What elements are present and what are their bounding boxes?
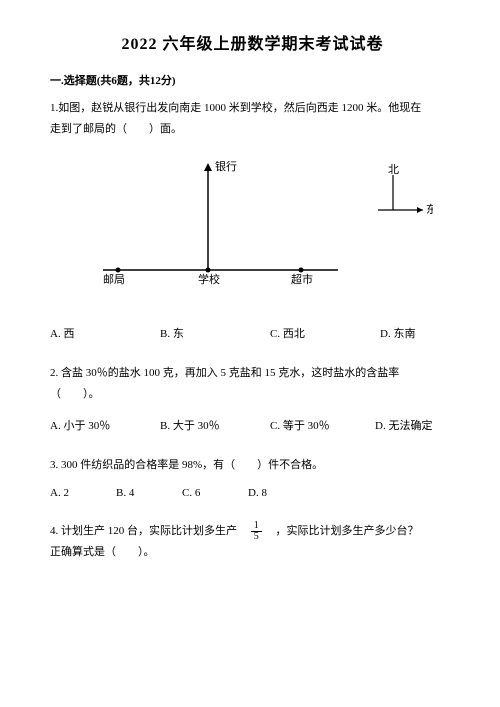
q2-line2: （ ）。: [50, 384, 455, 405]
q1-options: A. 西 B. 东 C. 西北 D. 东南: [50, 325, 455, 341]
exam-title: 2022 六年级上册数学期末考试试卷: [50, 30, 455, 54]
q1-opt-c: C. 西北: [270, 325, 380, 341]
q4-fraction: 1 5: [251, 521, 262, 542]
q3-opt-d: D. 8: [248, 487, 314, 499]
question-4: 4. 计划生产 120 台，实际比计划多生产 1 5 ，实际比计划多生产多少台？…: [50, 521, 455, 563]
question-3: 3. 300 件纺织品的合格率是 98%，有（ ）件不合格。: [50, 455, 455, 476]
q1-line1: 1.如图，赵锐从银行出发向南走 1000 米到学校，然后向西走 1200 米。他…: [50, 98, 455, 119]
q1-opt-b: B. 东: [160, 325, 270, 341]
q1-diagram: 银行 邮局 学校 超市 北 东: [73, 155, 433, 305]
q4-part1: 4. 计划生产 120 台，实际比计划多生产: [50, 525, 248, 537]
q4-part2: ，实际比计划多生产多少台？: [265, 525, 419, 537]
q3-opt-c: C. 6: [182, 487, 248, 499]
q3-opt-b: B. 4: [116, 487, 182, 499]
label-school: 学校: [198, 272, 220, 286]
frac-den: 5: [251, 532, 262, 542]
q1-opt-d: D. 东南: [380, 325, 455, 341]
label-post: 邮局: [103, 273, 125, 286]
compass-north: 北: [388, 163, 399, 176]
q4-line2: 正确算式是（ ）。: [50, 542, 455, 563]
q2-opt-d: D. 无法确定: [375, 417, 455, 433]
section-heading: 一.选择题(共6题，共12分): [50, 72, 455, 88]
q2-opt-b: B. 大于 30％: [160, 417, 270, 433]
q2-opt-a: A. 小于 30％: [50, 417, 160, 433]
label-market: 超市: [291, 272, 313, 286]
q2-opt-c: C. 等于 30％: [270, 417, 375, 433]
q1-opt-a: A. 西: [50, 325, 160, 341]
label-bank: 银行: [215, 159, 237, 173]
compass-east: 东: [426, 203, 433, 216]
q3-options: A. 2 B. 4 C. 6 D. 8: [50, 487, 455, 499]
q2-line1: 2. 含盐 30％的盐水 100 克，再加入 5 克盐和 15 克水，这时盐水的…: [50, 363, 455, 384]
q2-options: A. 小于 30％ B. 大于 30％ C. 等于 30％ D. 无法确定: [50, 417, 455, 433]
question-2: 2. 含盐 30％的盐水 100 克，再加入 5 克盐和 15 克水，这时盐水的…: [50, 363, 455, 405]
q1-line2: 走到了邮局的（ ）面。: [50, 119, 455, 140]
q3-opt-a: A. 2: [50, 487, 116, 499]
question-1: 1.如图，赵锐从银行出发向南走 1000 米到学校，然后向西走 1200 米。他…: [50, 98, 455, 140]
